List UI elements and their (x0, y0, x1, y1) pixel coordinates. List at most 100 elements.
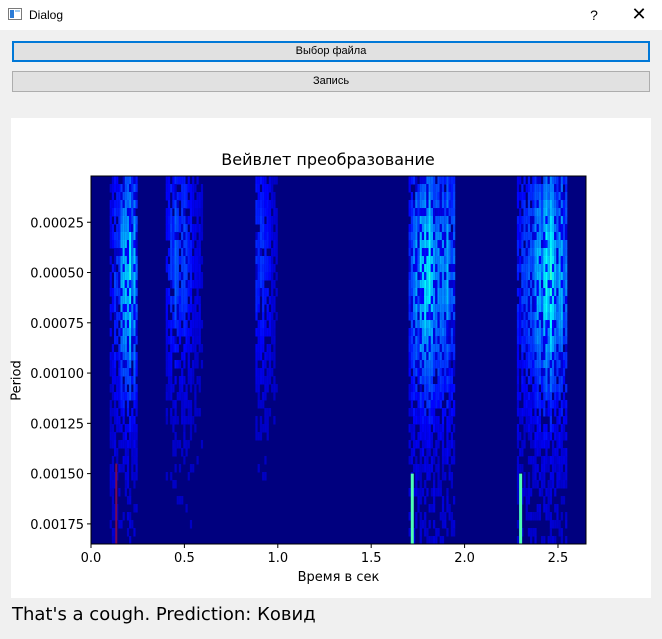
heatmap-cell (453, 328, 456, 337)
heatmap-cell (111, 496, 114, 505)
heatmap-cell (178, 328, 182, 337)
heatmap-cell (543, 272, 546, 281)
heatmap-cell (124, 392, 127, 401)
heatmap-cell (275, 232, 278, 241)
select-file-button[interactable]: Выбор файла (12, 41, 650, 62)
heatmap-cell (446, 304, 449, 313)
heatmap-cell (424, 360, 427, 369)
heatmap-cell (450, 328, 454, 337)
heatmap-cell (532, 472, 535, 481)
heatmap-cell (412, 176, 416, 185)
heatmap-cell (421, 448, 425, 457)
heatmap-cell (120, 304, 123, 313)
heatmap-cell (527, 200, 531, 209)
heatmap-cell (444, 296, 447, 305)
heatmap-cell (521, 376, 524, 385)
heatmap-cell (131, 280, 134, 289)
heatmap-cell (560, 496, 563, 505)
heatmap-cell (448, 232, 451, 241)
heatmap-cell (556, 280, 559, 289)
heatmap-cell (268, 320, 272, 329)
heatmap-cell (262, 216, 265, 225)
heatmap-cell (450, 232, 454, 241)
heatmap-cell (439, 248, 442, 257)
heatmap-cell (183, 224, 186, 233)
heatmap-cell (558, 272, 561, 281)
heatmap-cell (174, 240, 177, 249)
heatmap-cell (181, 280, 184, 289)
heatmap-cell (135, 328, 138, 337)
heatmap-cell (135, 464, 138, 473)
heatmap-cell (437, 384, 440, 393)
close-button[interactable]: ✕ (631, 4, 647, 24)
heatmap-cell (519, 360, 522, 369)
heatmap-cell (257, 216, 260, 225)
heatmap-cell (424, 456, 427, 465)
heatmap-cell (527, 296, 531, 305)
heatmap-cell (192, 200, 195, 209)
heatmap-cell (450, 176, 454, 185)
heatmap-cell (525, 256, 528, 265)
heatmap-cell (129, 488, 132, 497)
heatmap-cell (111, 512, 114, 521)
heatmap-cell (415, 240, 418, 249)
heatmap-cell (262, 256, 265, 265)
heatmap-cell (135, 352, 138, 361)
heatmap-cell (525, 320, 528, 329)
heatmap-cell (170, 280, 173, 289)
heatmap-cell (410, 256, 413, 265)
heatmap-cell (257, 200, 260, 209)
heatmap-cell (525, 496, 528, 505)
heatmap-cell (428, 536, 431, 545)
heatmap-cell (450, 336, 454, 345)
heatmap-cell (268, 296, 272, 305)
heatmap-cell (545, 224, 548, 233)
heatmap-cell (532, 456, 535, 465)
heatmap-cell (547, 440, 550, 449)
heatmap-cell (133, 400, 136, 409)
heatmap-cell (562, 256, 566, 265)
heatmap-cell (532, 424, 535, 433)
heatmap-cell (165, 384, 168, 393)
heatmap-cell (554, 312, 557, 321)
heatmap-cell (111, 304, 114, 313)
heatmap-cell (113, 504, 117, 513)
heatmap-cell (172, 440, 175, 449)
heatmap-cell (135, 320, 138, 329)
heatmap-cell (519, 448, 522, 457)
heatmap-cell (565, 512, 568, 521)
heatmap-cell (183, 360, 186, 369)
record-button[interactable]: Запись (12, 71, 650, 92)
heatmap-cell (257, 208, 260, 217)
heatmap-cell (410, 336, 413, 345)
heatmap-cell (271, 384, 274, 393)
heatmap-cell (198, 296, 201, 305)
heatmap-cell (255, 376, 258, 385)
heatmap-cell (109, 424, 112, 433)
heatmap-cell (545, 320, 548, 329)
heatmap-cell (135, 456, 138, 465)
heatmap-cell (408, 528, 411, 537)
heatmap-cell (174, 464, 177, 473)
heatmap-cell (430, 192, 433, 201)
heatmap-cell (450, 384, 454, 393)
heatmap-cell (412, 368, 416, 377)
heatmap-cell (113, 336, 117, 345)
heatmap-cell (133, 336, 136, 345)
heatmap-cell (534, 384, 537, 393)
heatmap-cell (126, 232, 130, 241)
heatmap-cell (131, 344, 134, 353)
heatmap-cell (408, 424, 411, 433)
heatmap-cell (446, 232, 449, 241)
heatmap-cell (176, 280, 179, 289)
heatmap-cell (536, 352, 539, 361)
heatmap-cell (135, 288, 138, 297)
heatmap-cell (448, 304, 451, 313)
help-button[interactable]: ? (590, 7, 598, 23)
heatmap-cell (527, 392, 531, 401)
heatmap-streak (519, 473, 523, 544)
heatmap-cell (562, 368, 566, 377)
heatmap-cell (538, 216, 541, 225)
heatmap-cell (558, 352, 561, 361)
heatmap-cell (523, 288, 526, 297)
